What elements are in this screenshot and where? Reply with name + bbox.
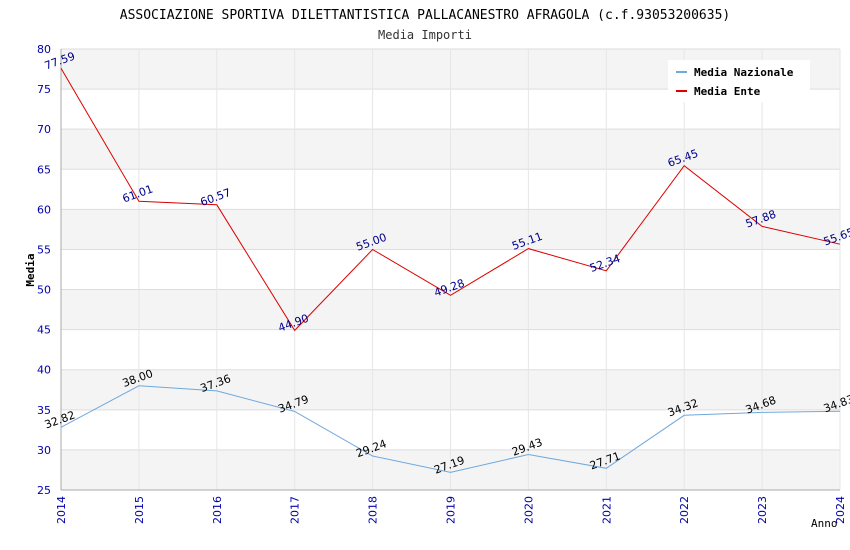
- x-tick-label: 2024: [834, 496, 847, 524]
- y-tick-label: 30: [37, 444, 51, 457]
- x-tick-label: 2021: [600, 496, 613, 524]
- legend-label: Media Ente: [694, 85, 761, 98]
- x-tick-label: 2017: [289, 496, 302, 524]
- x-axis-label: Anno: [811, 517, 838, 530]
- legend: Media Nazionale Media Ente: [668, 60, 810, 102]
- x-tick-labels: 2014 2015 2016 2017 2018 2019 2020 2021 2022 2023…: [55, 496, 847, 524]
- y-tick-labels: 25 30 35 40 45 50 55 60 65 70 75 80: [37, 43, 51, 497]
- y-tick-label: 80: [37, 43, 51, 56]
- legend-label: Media Nazionale: [694, 66, 794, 79]
- series-line: [60, 385, 841, 473]
- x-tick-label: 2022: [678, 496, 691, 524]
- y-tick-label: 35: [37, 404, 51, 417]
- x-tick-label: 2018: [367, 496, 380, 524]
- x-tick-label: 2015: [133, 496, 146, 524]
- y-tick-label: 50: [37, 284, 51, 297]
- y-tick-label: 75: [37, 83, 51, 96]
- y-axis-label: Media: [24, 253, 37, 286]
- y-tick-label: 55: [37, 243, 51, 256]
- x-tick-label: 2019: [445, 496, 458, 524]
- x-tick-label: 2016: [211, 496, 224, 524]
- axes: [60, 49, 840, 491]
- y-tick-label: 65: [37, 163, 51, 176]
- y-tick-label: 25: [37, 484, 51, 497]
- y-tick-label: 40: [37, 364, 51, 377]
- y-tick-label: 60: [37, 203, 51, 216]
- x-tick-label: 2014: [55, 496, 68, 524]
- chart-subtitle: Media Importi: [378, 28, 472, 42]
- chart-title: ASSOCIAZIONE SPORTIVA DILETTANTISTICA PA…: [120, 8, 730, 23]
- x-tick-label: 2020: [522, 496, 535, 524]
- series-line: [60, 68, 841, 332]
- x-tick-label: 2023: [756, 496, 769, 524]
- y-tick-label: 70: [37, 123, 51, 136]
- y-tick-label: 45: [37, 324, 51, 337]
- legend-box: [668, 60, 810, 102]
